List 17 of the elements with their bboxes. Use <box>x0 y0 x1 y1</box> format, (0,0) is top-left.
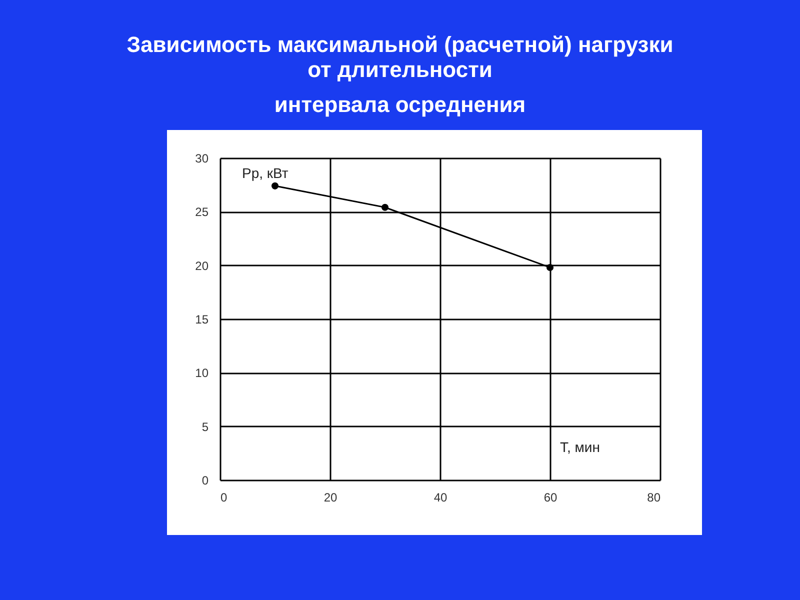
y-axis-title: Pр, кВт <box>242 165 289 181</box>
y-tick-label: 10 <box>195 366 209 380</box>
y-tick-label: 5 <box>202 420 209 434</box>
x-tick-label: 20 <box>324 490 338 504</box>
y-tick-label: 0 <box>202 474 209 488</box>
x-axis-title: T, мин <box>560 439 600 455</box>
y-tick-label: 15 <box>195 312 209 326</box>
y-tick-label: 30 <box>195 152 209 166</box>
point <box>381 204 389 211</box>
x-tick-label: 80 <box>647 490 661 504</box>
y-tick-label: 25 <box>195 205 209 220</box>
point <box>271 182 279 190</box>
x-tick-label: 0 <box>220 490 228 504</box>
chart-title: Зависимость максимальной (расчетной) нагрузки от длительности интервала осреднения <box>126 32 674 117</box>
x-tick-label: 60 <box>544 490 558 504</box>
y-tick-label: 20 <box>195 258 209 273</box>
x-tick-label: 40 <box>434 490 448 504</box>
